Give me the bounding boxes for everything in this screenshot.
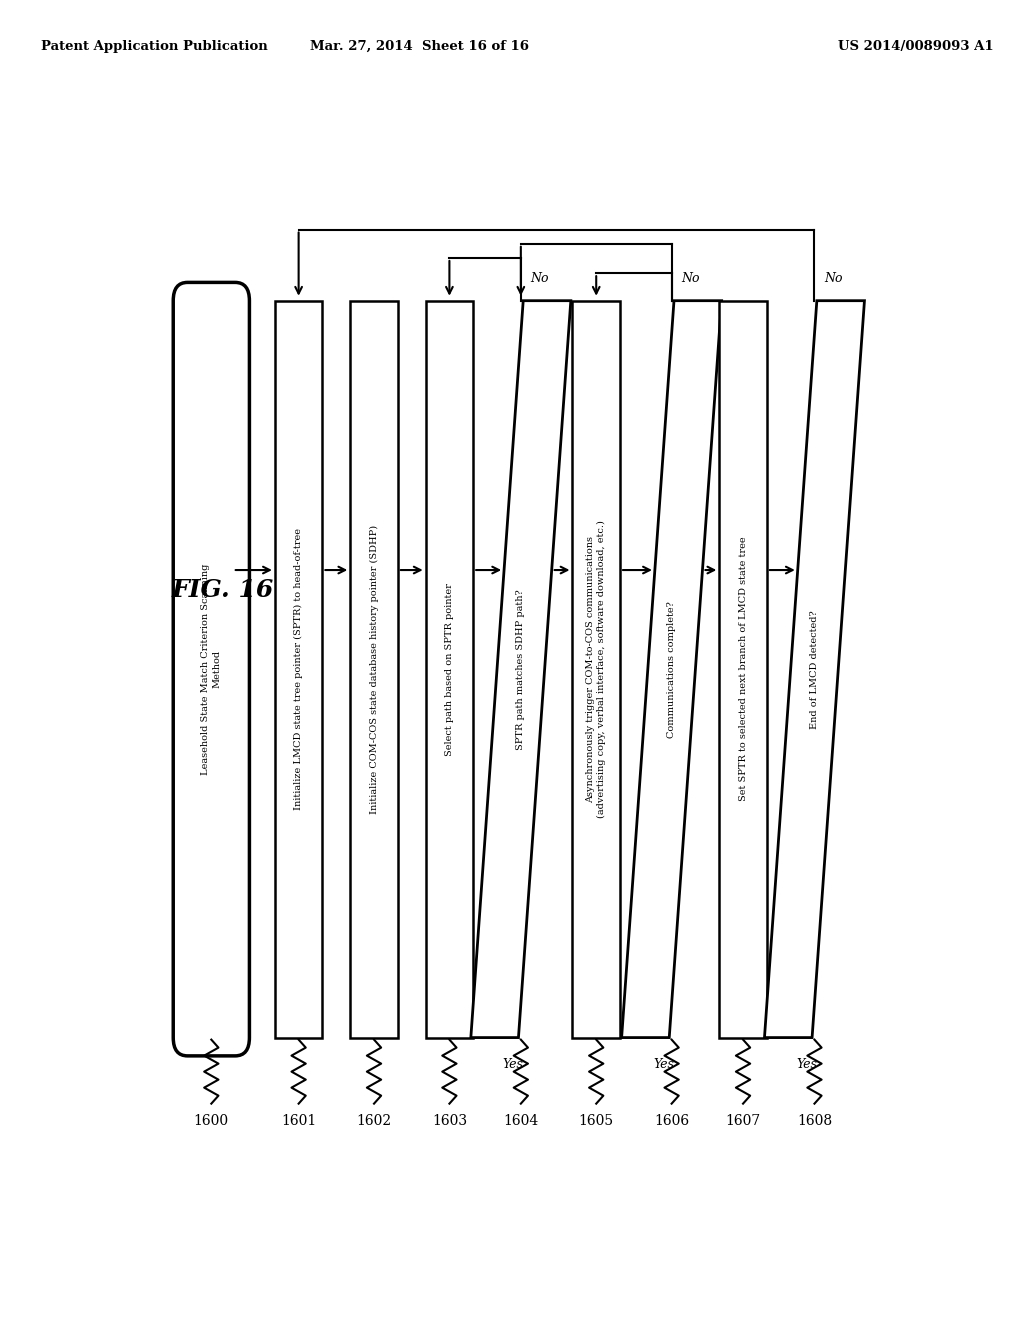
Bar xyxy=(350,301,397,1038)
Text: Patent Application Publication: Patent Application Publication xyxy=(41,40,267,53)
Text: Asynchronously trigger COM-to-COS communications
(advertising copy, verbal inter: Asynchronously trigger COM-to-COS commun… xyxy=(586,520,606,818)
Text: US 2014/0089093 A1: US 2014/0089093 A1 xyxy=(838,40,993,53)
Text: Communications complete?: Communications complete? xyxy=(667,601,676,738)
Text: Leasehold State Match Criterion Scanning
Method: Leasehold State Match Criterion Scanning… xyxy=(202,564,221,775)
FancyBboxPatch shape xyxy=(173,282,250,1056)
Bar xyxy=(426,301,473,1038)
Text: 1601: 1601 xyxy=(281,1114,316,1127)
Bar xyxy=(274,301,323,1038)
Text: No: No xyxy=(824,272,843,285)
Polygon shape xyxy=(622,301,722,1038)
Text: Yes: Yes xyxy=(503,1057,523,1071)
Text: No: No xyxy=(530,272,549,285)
Text: Mar. 27, 2014  Sheet 16 of 16: Mar. 27, 2014 Sheet 16 of 16 xyxy=(310,40,529,53)
Text: 1604: 1604 xyxy=(503,1114,539,1127)
Text: No: No xyxy=(681,272,699,285)
Bar xyxy=(719,301,767,1038)
Text: Yes: Yes xyxy=(796,1057,817,1071)
Text: SPTR path matches SDHP path?: SPTR path matches SDHP path? xyxy=(516,589,525,750)
Text: 1605: 1605 xyxy=(579,1114,613,1127)
Text: 1602: 1602 xyxy=(356,1114,391,1127)
Polygon shape xyxy=(765,301,864,1038)
Text: Yes: Yes xyxy=(653,1057,674,1071)
Text: FIG. 16: FIG. 16 xyxy=(172,578,273,602)
Text: 1600: 1600 xyxy=(194,1114,229,1127)
Text: 1607: 1607 xyxy=(725,1114,761,1127)
Text: Select path based on SPTR pointer: Select path based on SPTR pointer xyxy=(444,582,454,755)
Text: 1606: 1606 xyxy=(654,1114,689,1127)
Text: Set SPTR to selected next branch of LMCD state tree: Set SPTR to selected next branch of LMCD… xyxy=(738,537,748,801)
Text: 1603: 1603 xyxy=(432,1114,467,1127)
Text: 1608: 1608 xyxy=(797,1114,833,1127)
Text: Initialize COM-COS state database history pointer (SDHP): Initialize COM-COS state database histor… xyxy=(370,524,379,813)
Polygon shape xyxy=(471,301,570,1038)
Text: Initialize LMCD state tree pointer (SPTR) to head-of-tree: Initialize LMCD state tree pointer (SPTR… xyxy=(294,528,303,810)
Bar xyxy=(572,301,620,1038)
Text: End of LMCD detected?: End of LMCD detected? xyxy=(810,610,819,729)
